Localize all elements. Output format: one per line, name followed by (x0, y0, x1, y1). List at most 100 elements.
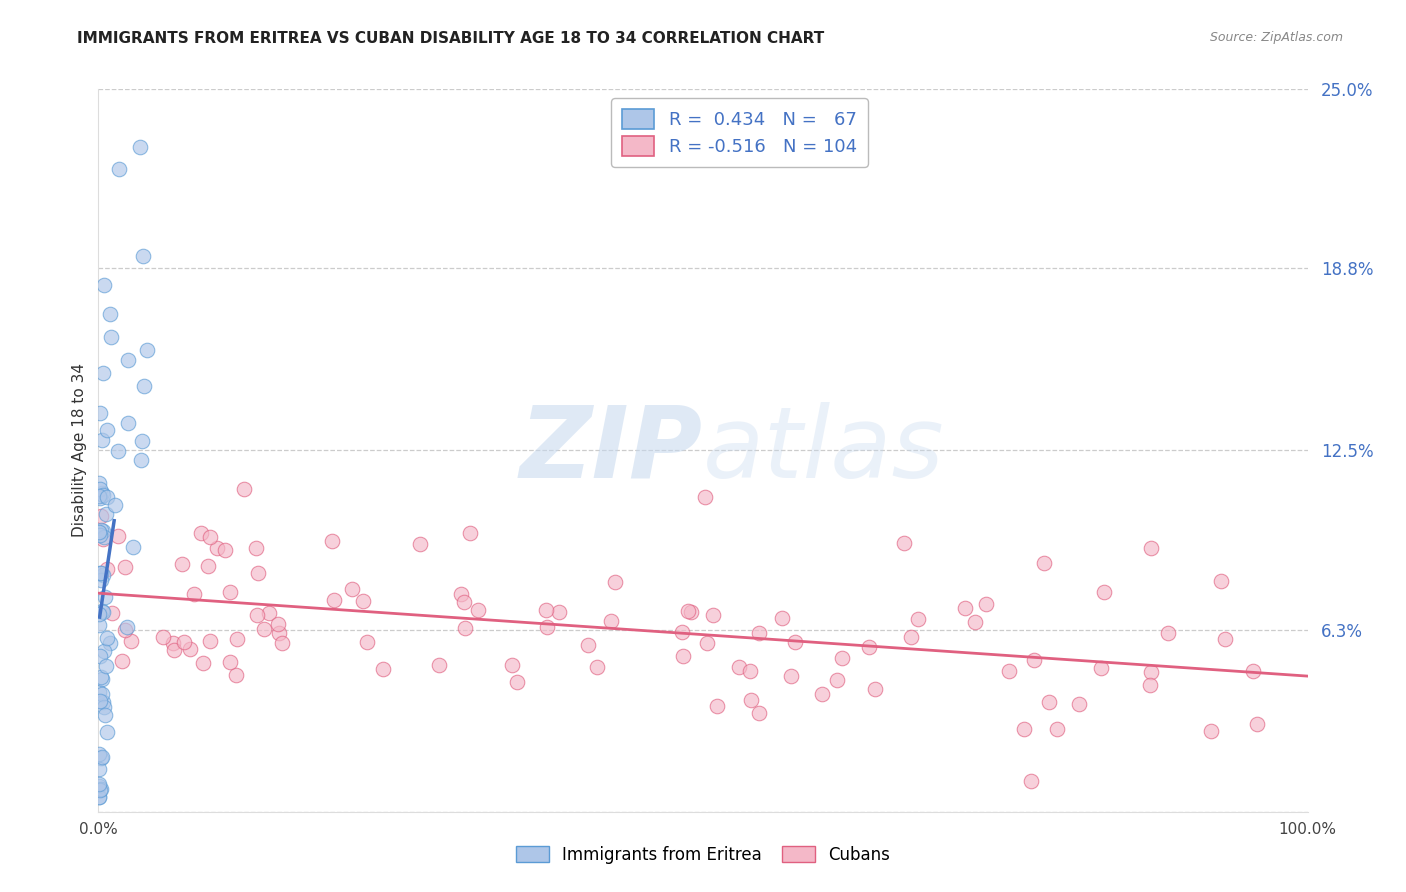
Text: ZIP: ZIP (520, 402, 703, 499)
Point (91, 524, 114, 538)
Point (132, 379, 155, 393)
Point (267, 616, 290, 631)
Point (152, 630, 174, 644)
Point (672, 649, 695, 664)
Point (253, 622, 276, 636)
Point (371, 662, 394, 676)
Point (96, 423, 118, 437)
Point (87, 525, 110, 540)
Point (1211, 574, 1233, 589)
Point (89, 524, 111, 539)
Point (96, 562, 118, 576)
Point (89, 762, 111, 776)
Point (191, 657, 214, 671)
Point (91, 605, 114, 619)
Point (453, 594, 475, 608)
Point (1241, 665, 1264, 679)
Point (600, 614, 623, 628)
Point (172, 557, 194, 571)
Point (91, 687, 114, 701)
Point (93, 277, 115, 292)
Legend: Immigrants from Eritrea, Cubans: Immigrants from Eritrea, Cubans (509, 839, 897, 871)
Point (676, 604, 699, 618)
Point (259, 606, 281, 620)
Point (90, 573, 112, 587)
Point (976, 598, 998, 612)
Point (963, 615, 986, 629)
Point (1094, 585, 1116, 599)
Point (179, 641, 201, 656)
Point (93, 699, 115, 714)
Point (107, 529, 129, 543)
Point (98, 307, 121, 321)
Point (96, 631, 118, 645)
Point (1038, 695, 1060, 709)
Point (770, 610, 793, 624)
Point (907, 612, 929, 626)
Point (120, 634, 142, 648)
Point (702, 608, 724, 623)
Point (1246, 716, 1268, 731)
Point (706, 699, 728, 714)
Point (89, 685, 111, 699)
Text: IMMIGRANTS FROM ERITREA VS CUBAN DISABILITY AGE 18 TO 34 CORRELATION CHART: IMMIGRANTS FROM ERITREA VS CUBAN DISABIL… (77, 31, 824, 46)
Point (740, 665, 762, 679)
Point (409, 536, 432, 550)
Point (90, 604, 112, 618)
Point (90, 751, 112, 765)
Point (89, 694, 111, 708)
Point (89, 566, 111, 581)
Point (89, 528, 111, 542)
Point (183, 587, 205, 601)
Point (107, 444, 129, 458)
Point (205, 541, 228, 555)
Point (131, 434, 153, 448)
Point (352, 593, 374, 607)
Point (111, 654, 134, 668)
Point (87, 475, 110, 490)
Point (246, 607, 269, 622)
Point (858, 640, 880, 654)
Point (87, 747, 110, 761)
Point (198, 634, 221, 648)
Point (93, 530, 115, 544)
Point (458, 526, 481, 541)
Point (131, 453, 153, 467)
Point (454, 621, 477, 635)
Point (214, 542, 236, 557)
Point (91, 487, 114, 501)
Point (696, 636, 718, 650)
Point (162, 636, 184, 650)
Point (89, 790, 111, 805)
Point (998, 665, 1021, 679)
Point (1022, 653, 1045, 667)
Point (190, 526, 212, 541)
Point (90, 509, 112, 524)
Point (783, 635, 806, 649)
Point (90, 523, 112, 537)
Point (198, 530, 221, 544)
Point (1032, 557, 1054, 571)
Point (245, 541, 267, 555)
Point (96, 507, 118, 521)
Point (218, 585, 240, 599)
Point (89, 777, 111, 791)
Point (87, 790, 110, 805)
Point (89, 779, 111, 793)
Point (91, 434, 114, 448)
Y-axis label: Disability Age 18 to 34: Disability Age 18 to 34 (72, 363, 87, 538)
Point (122, 541, 145, 555)
Point (115, 620, 138, 634)
Point (173, 635, 195, 649)
Point (427, 657, 450, 672)
Point (87, 489, 110, 503)
Point (114, 559, 136, 574)
Legend: R =  0.434   N =   67, R = -0.516   N = 104: R = 0.434 N = 67, R = -0.516 N = 104 (610, 98, 868, 167)
Point (91, 533, 114, 547)
Point (90, 566, 112, 581)
Point (163, 643, 186, 657)
Point (104, 498, 127, 512)
Point (94, 659, 117, 673)
Point (1046, 722, 1069, 736)
Point (605, 574, 627, 589)
